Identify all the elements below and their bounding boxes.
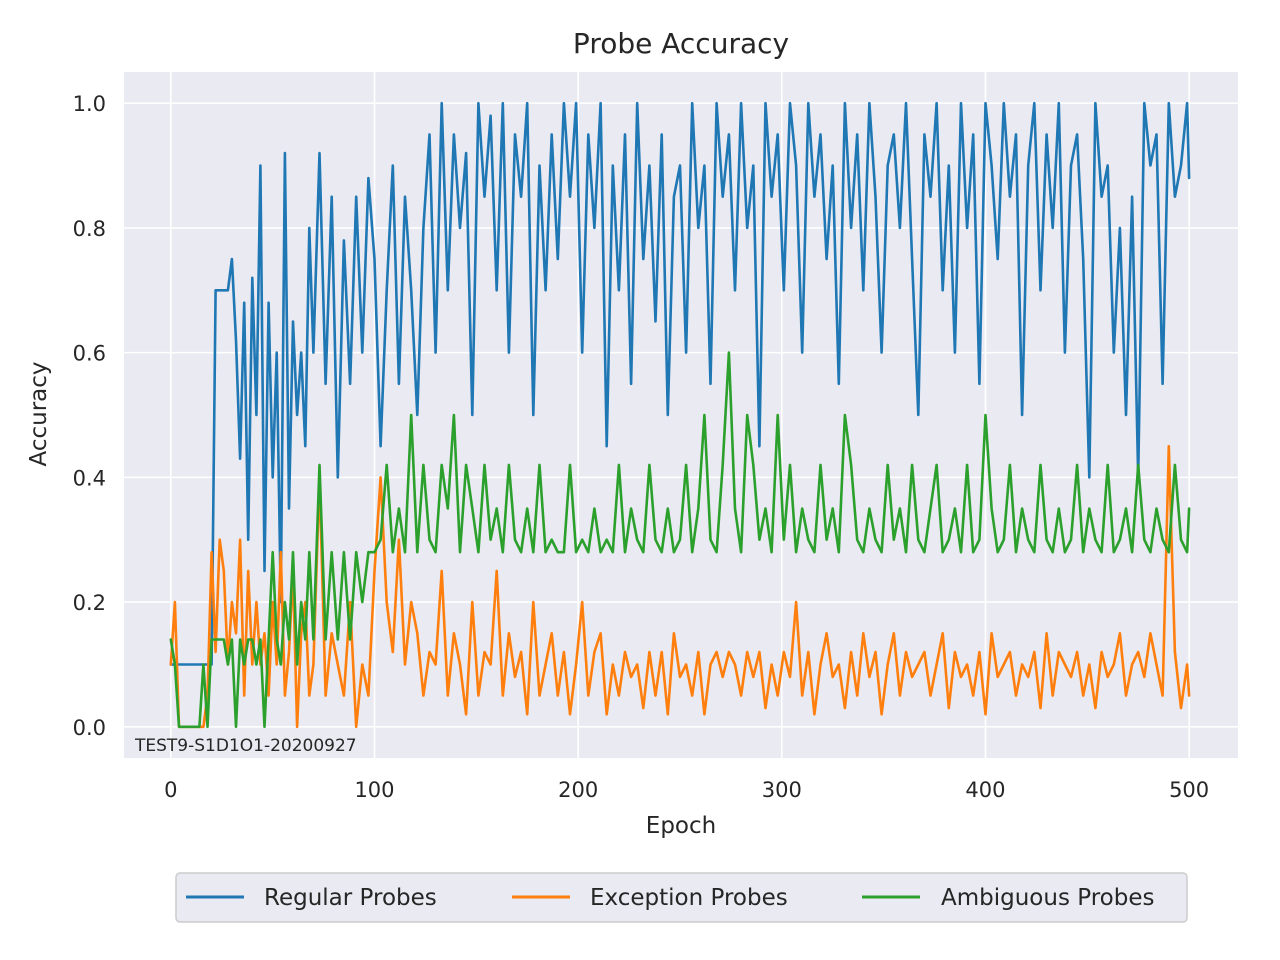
legend-label-regular-probes: Regular Probes xyxy=(264,885,437,911)
series-lines xyxy=(169,101,1191,729)
run-id-annotation: TEST9-S1D1O1-20200927 xyxy=(134,736,357,756)
x-tick-label: 200 xyxy=(558,778,598,802)
y-tick-label: 0.0 xyxy=(73,716,106,740)
series-line-regular-probes xyxy=(169,101,1191,666)
x-tick-label: 0 xyxy=(164,778,177,802)
legend: Regular Probes Exception Probes Ambiguou… xyxy=(175,872,1188,923)
y-tick-label: 0.2 xyxy=(73,591,106,615)
y-tick-label: 1.0 xyxy=(73,92,106,116)
legend-label-exception-probes: Exception Probes xyxy=(590,885,788,911)
x-tick-label: 100 xyxy=(354,778,394,802)
chart-title: Probe Accuracy xyxy=(573,27,789,60)
y-tick-label: 0.4 xyxy=(73,466,106,490)
y-tick-label: 0.8 xyxy=(73,217,106,241)
tick-labels: 0 100 200 300 400 500 0.0 0.2 0.4 0.6 0.8 1.0 xyxy=(73,92,1210,802)
y-axis-title: Accuracy xyxy=(26,361,52,466)
y-tick-label: 0.6 xyxy=(73,342,106,366)
legend-box xyxy=(175,872,1188,923)
x-tick-label: 300 xyxy=(762,778,802,802)
x-axis-title: Epoch xyxy=(646,813,716,839)
x-tick-label: 400 xyxy=(965,778,1005,802)
series-line-ambiguous-probes xyxy=(169,351,1191,729)
legend-label-ambiguous-probes: Ambiguous Probes xyxy=(941,885,1154,911)
x-tick-label: 500 xyxy=(1169,778,1209,802)
